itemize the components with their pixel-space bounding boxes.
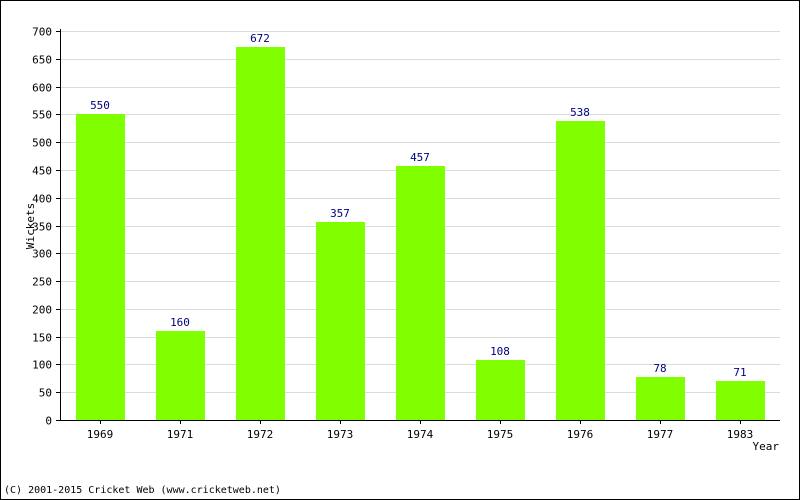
y-tick-label: 650 bbox=[32, 54, 52, 67]
y-tick-label: 200 bbox=[32, 304, 52, 317]
bar-value-label: 71 bbox=[733, 366, 746, 379]
y-tick-label: 500 bbox=[32, 137, 52, 150]
bar bbox=[636, 377, 685, 420]
y-tick-label: 550 bbox=[32, 109, 52, 122]
y-axis-title: Wickets bbox=[24, 203, 37, 249]
bar-value-label: 457 bbox=[410, 151, 430, 164]
bar-value-label: 538 bbox=[570, 106, 590, 119]
bar bbox=[156, 331, 205, 420]
x-tick-label: 1972 bbox=[247, 428, 274, 441]
y-tick-label: 450 bbox=[32, 165, 52, 178]
axes: 0 50 100 150 200 250 300 350 400 450 500 550 600 650 7… bbox=[32, 26, 780, 441]
y-tick-label: 0 bbox=[45, 415, 52, 428]
bar bbox=[236, 47, 285, 420]
bar bbox=[396, 166, 445, 420]
x-tick-label: 1974 bbox=[407, 428, 434, 441]
x-tick-label: 1977 bbox=[647, 428, 674, 441]
bar-value-label: 160 bbox=[170, 316, 190, 329]
x-tick-label: 1975 bbox=[487, 428, 514, 441]
x-tick-label: 1969 bbox=[87, 428, 114, 441]
bar-value-label: 108 bbox=[490, 345, 510, 358]
y-tick-label: 700 bbox=[32, 26, 52, 39]
copyright-footer: (C) 2001-2015 Cricket Web (www.cricketwe… bbox=[4, 485, 281, 496]
y-tick-label: 250 bbox=[32, 276, 52, 289]
value-labels: 550 160 672 357 457 108 538 78 71 bbox=[90, 32, 747, 379]
bar-value-label: 550 bbox=[90, 99, 110, 112]
bar-value-label: 78 bbox=[653, 362, 666, 375]
y-tick-label: 150 bbox=[32, 332, 52, 345]
y-tick-label: 100 bbox=[32, 359, 52, 372]
bar bbox=[476, 360, 525, 420]
bar bbox=[716, 381, 765, 420]
y-tick-label: 600 bbox=[32, 82, 52, 95]
bar bbox=[556, 121, 605, 420]
bar-value-label: 672 bbox=[250, 32, 270, 45]
x-tick-label: 1973 bbox=[327, 428, 354, 441]
x-tick-label: 1983 bbox=[727, 428, 754, 441]
y-tick-label: 400 bbox=[32, 193, 52, 206]
x-tick-label: 1976 bbox=[567, 428, 594, 441]
x-axis-title: Year bbox=[753, 440, 780, 453]
x-tick-label: 1971 bbox=[167, 428, 194, 441]
y-tick-label: 300 bbox=[32, 248, 52, 261]
y-tick-label: 350 bbox=[32, 221, 52, 234]
bar bbox=[76, 114, 125, 420]
bar-value-label: 357 bbox=[330, 207, 350, 220]
y-tick-label: 50 bbox=[39, 387, 52, 400]
bar bbox=[316, 222, 365, 420]
bars bbox=[76, 47, 765, 420]
